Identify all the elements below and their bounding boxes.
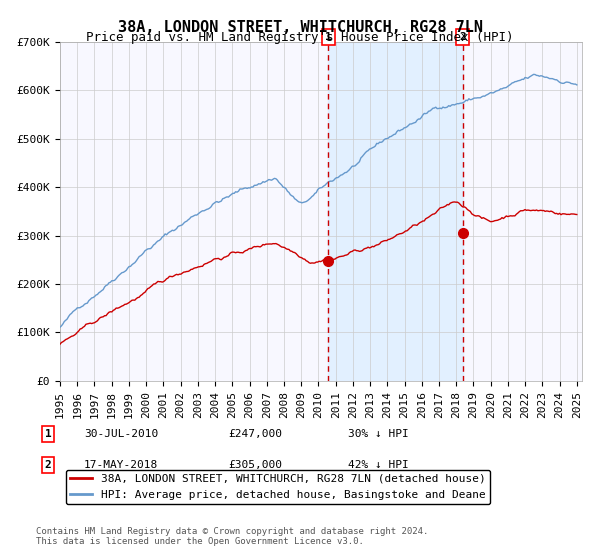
- Text: 2: 2: [44, 460, 52, 470]
- Text: 1: 1: [325, 32, 332, 42]
- Text: Price paid vs. HM Land Registry's House Price Index (HPI): Price paid vs. HM Land Registry's House …: [86, 31, 514, 44]
- Legend: 38A, LONDON STREET, WHITCHURCH, RG28 7LN (detached house), HPI: Average price, d: 38A, LONDON STREET, WHITCHURCH, RG28 7LN…: [65, 469, 490, 504]
- Bar: [328, 42, 463, 381]
- Text: 2: 2: [460, 32, 466, 42]
- Text: 1: 1: [44, 429, 52, 439]
- Text: 30-JUL-2010: 30-JUL-2010: [84, 429, 158, 439]
- Text: £247,000: £247,000: [228, 429, 282, 439]
- Text: 30% ↓ HPI: 30% ↓ HPI: [348, 429, 409, 439]
- Text: 17-MAY-2018: 17-MAY-2018: [84, 460, 158, 470]
- Text: Contains HM Land Registry data © Crown copyright and database right 2024.
This d: Contains HM Land Registry data © Crown c…: [36, 526, 428, 546]
- Text: £305,000: £305,000: [228, 460, 282, 470]
- Text: 38A, LONDON STREET, WHITCHURCH, RG28 7LN: 38A, LONDON STREET, WHITCHURCH, RG28 7LN: [118, 20, 482, 35]
- Text: 42% ↓ HPI: 42% ↓ HPI: [348, 460, 409, 470]
